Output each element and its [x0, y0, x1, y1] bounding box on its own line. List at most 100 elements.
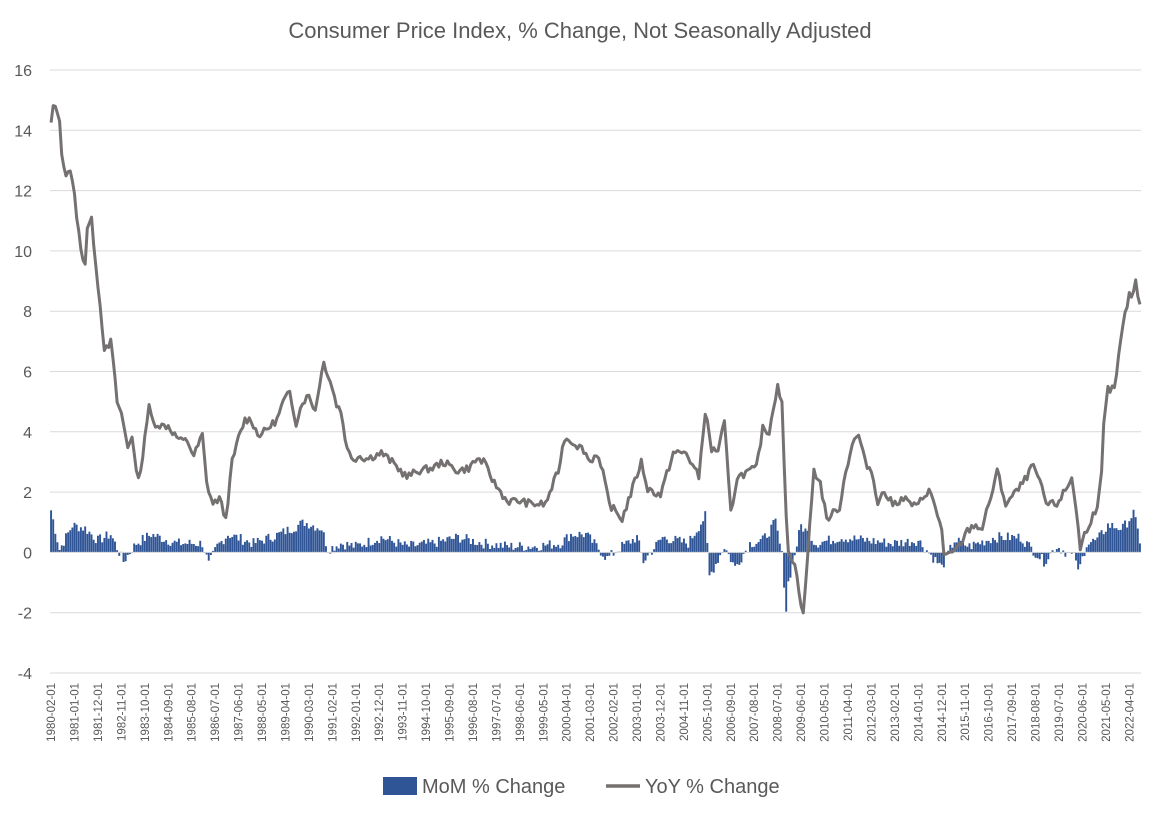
mom-bar — [388, 536, 391, 553]
x-tick-label: 2014-12-01 — [937, 683, 949, 742]
mom-bar — [738, 552, 741, 565]
mom-bar — [218, 542, 221, 553]
mom-bar — [621, 541, 624, 553]
x-tick-label: 2017-09-01 — [1007, 683, 1019, 742]
mom-bar — [1100, 530, 1103, 553]
mom-bar — [866, 537, 869, 553]
mom-bar — [749, 542, 751, 553]
mom-bar — [580, 534, 583, 553]
mom-bar — [823, 541, 826, 553]
mom-bar — [802, 531, 805, 553]
mom-bar — [685, 543, 688, 553]
y-tick-label: 6 — [23, 365, 32, 382]
mom-bar — [712, 552, 715, 573]
mom-bar — [1040, 552, 1043, 554]
mom-bar — [301, 519, 304, 553]
mom-bar — [446, 537, 449, 553]
x-tick-label: 1990-03-01 — [304, 683, 316, 742]
mom-bar — [525, 549, 528, 553]
mom-bar — [401, 544, 404, 553]
x-tick-label: 2014-01-01 — [913, 683, 925, 742]
mom-bar — [682, 538, 685, 553]
mom-bar — [231, 536, 234, 553]
mom-bar — [1047, 552, 1050, 560]
mom-bar — [864, 541, 867, 553]
mom-bar — [305, 523, 308, 553]
mom-bar — [497, 547, 500, 553]
mom-bar — [1132, 509, 1135, 553]
mom-bar — [220, 540, 223, 553]
mom-bar — [670, 543, 673, 553]
mom-bar — [804, 528, 807, 553]
mom-bar — [169, 545, 172, 553]
mom-bar — [729, 552, 732, 563]
yoy-line-series — [49, 104, 1142, 615]
mom-bar — [821, 541, 824, 553]
mom-bar — [337, 548, 340, 553]
mom-bar — [561, 545, 564, 553]
mom-bar — [742, 552, 745, 554]
x-tick-label: 2011-04-01 — [843, 683, 855, 741]
mom-bar — [778, 543, 781, 553]
mom-bar — [646, 552, 649, 556]
legend: MoM % Change YoY % Change — [383, 776, 780, 798]
x-tick-label: 2010-05-01 — [820, 683, 832, 742]
mom-bar — [996, 542, 999, 553]
mom-bar — [239, 534, 242, 553]
y-tick-label: 8 — [23, 304, 32, 321]
mom-bar — [1006, 532, 1009, 553]
mom-bar — [96, 535, 99, 553]
mom-bar — [177, 538, 180, 553]
mom-bar — [763, 533, 766, 553]
mom-bar — [563, 537, 566, 553]
x-tick-label: 2020-06-01 — [1077, 683, 1089, 742]
mom-bar — [825, 540, 828, 553]
mom-bar — [842, 541, 845, 553]
mom-bar — [116, 550, 119, 553]
mom-bar — [710, 552, 713, 572]
mom-bar — [359, 543, 361, 553]
mom-bar — [757, 542, 760, 553]
x-tick-label: 1997-07-01 — [491, 683, 503, 742]
mom-bar — [1126, 527, 1129, 553]
mom-bar — [819, 544, 822, 553]
mom-bar — [514, 548, 517, 553]
mom-bar — [222, 544, 225, 553]
mom-bar — [476, 545, 479, 553]
mom-bar — [60, 545, 63, 553]
mom-bar — [644, 552, 647, 561]
mom-bar — [1030, 546, 1033, 553]
mom-bar — [651, 552, 653, 555]
mom-bar — [584, 532, 587, 553]
mom-bar — [674, 535, 677, 553]
mom-bar — [156, 533, 159, 553]
mom-bar — [815, 545, 818, 553]
mom-bar — [452, 538, 455, 553]
mom-bar — [917, 540, 920, 553]
mom-bar — [834, 543, 837, 553]
x-tick-label: 1981-01-01 — [70, 683, 82, 742]
mom-bar — [665, 539, 668, 553]
mom-bar — [512, 549, 515, 553]
mom-bar — [695, 532, 698, 553]
mom-bar — [56, 542, 59, 553]
mom-bar — [374, 542, 376, 553]
mom-bar — [367, 537, 370, 553]
y-tick-label: 10 — [14, 244, 32, 261]
mom-bar — [893, 540, 896, 553]
mom-bar — [111, 538, 114, 553]
mom-bar — [1011, 534, 1014, 553]
mom-bar — [431, 539, 434, 553]
mom-bar — [623, 543, 626, 553]
mom-bar — [1134, 517, 1137, 553]
x-tick-label: 1992-12-01 — [374, 683, 386, 742]
mom-bar — [427, 538, 430, 553]
mom-bar — [1058, 547, 1060, 553]
mom-bar — [1085, 547, 1088, 553]
mom-bar — [855, 539, 858, 553]
mom-bar — [874, 543, 877, 553]
mom-bar — [610, 550, 613, 553]
mom-bar — [544, 545, 547, 553]
mom-bar — [469, 543, 472, 553]
mom-bar — [269, 539, 272, 553]
